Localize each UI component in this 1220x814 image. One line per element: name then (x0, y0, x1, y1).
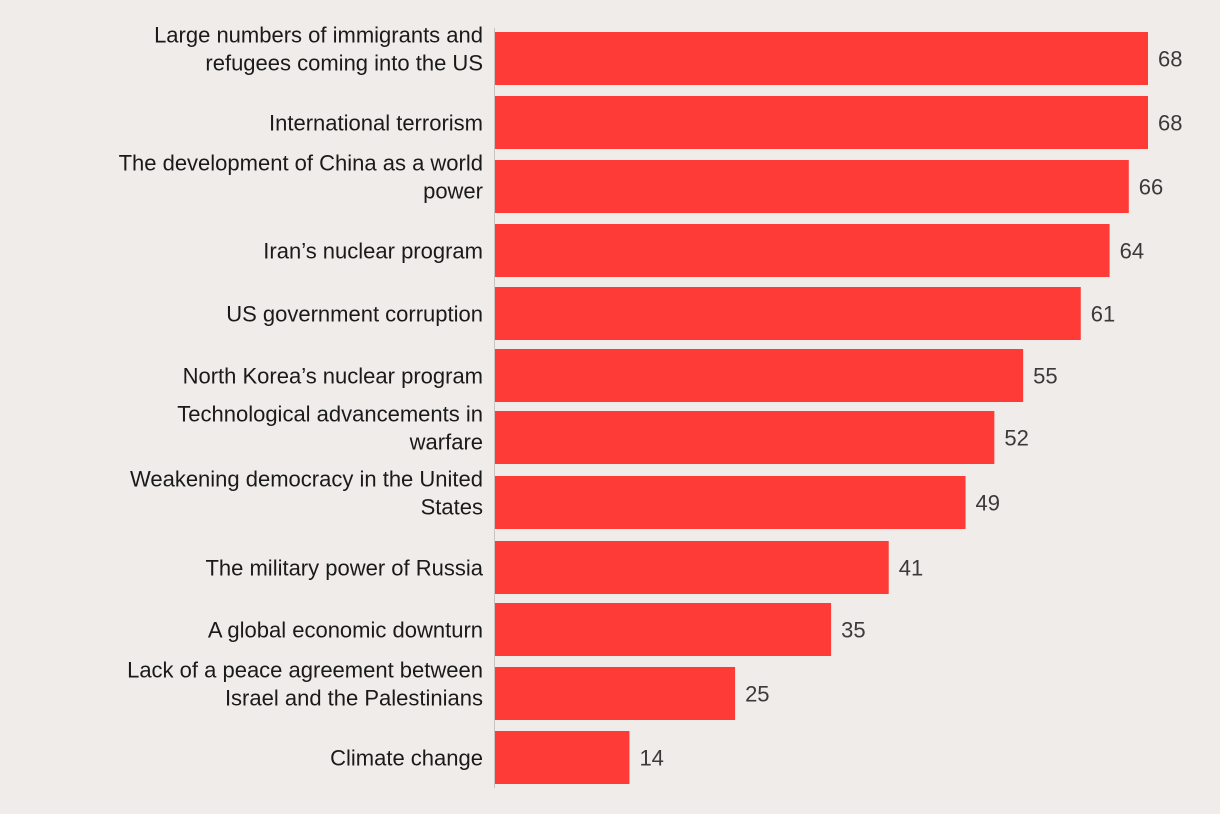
category-label: Weakening democracy in the United States (130, 467, 483, 520)
value-label: 35 (841, 618, 865, 643)
category-label-line: States (421, 495, 483, 520)
value-label: 66 (1139, 175, 1163, 200)
category-label: Lack of a peace agreement between Israel … (127, 658, 483, 711)
bar (495, 667, 736, 720)
category-label-line: refugees coming into the US (205, 51, 483, 76)
value-label: 64 (1120, 239, 1144, 264)
category-label-line: US government corruption (226, 302, 483, 327)
bar (495, 349, 1024, 402)
category-label: Technological advancements in warfare (177, 402, 483, 455)
category-label-line: North Korea’s nuclear program (183, 364, 483, 389)
bars-group: 68 Large numbers of immigrants and refugee… (119, 23, 1182, 784)
category-label: The development of China as a world power (119, 151, 483, 204)
category-label-line: Lack of a peace agreement between (127, 658, 483, 683)
category-label-line: Israel and the Palestinians (225, 686, 483, 711)
value-label: 14 (639, 746, 663, 771)
category-label: A global economic downturn (208, 618, 483, 643)
value-label: 49 (976, 491, 1000, 516)
bar (495, 411, 995, 464)
bar (495, 731, 630, 784)
value-label: 41 (899, 556, 923, 581)
category-label-line: Iran’s nuclear program (263, 239, 483, 264)
bar (495, 476, 966, 529)
value-label: 52 (1004, 426, 1028, 451)
value-label: 25 (745, 682, 769, 707)
value-label: 55 (1033, 364, 1057, 389)
bar (495, 603, 832, 656)
category-label-line: International terrorism (269, 111, 483, 136)
category-label-line: Large numbers of immigrants and (154, 23, 483, 48)
category-label-line: The military power of Russia (205, 556, 483, 581)
category-label-line: A global economic downturn (208, 618, 483, 643)
category-label: The military power of Russia (205, 556, 483, 581)
category-label: Large numbers of immigrants and refugees … (154, 23, 483, 76)
category-label: Climate change (330, 746, 483, 771)
category-label-line: Climate change (330, 746, 483, 771)
category-label: Iran’s nuclear program (263, 239, 483, 264)
category-label-line: Technological advancements in (177, 402, 483, 427)
bar (495, 160, 1129, 213)
category-label-line: warfare (409, 430, 483, 455)
bar (495, 287, 1081, 340)
bar (495, 32, 1148, 85)
category-label: North Korea’s nuclear program (183, 364, 483, 389)
value-label: 61 (1091, 302, 1115, 327)
bar (495, 224, 1110, 277)
category-label: International terrorism (269, 111, 483, 136)
category-label: US government corruption (226, 302, 483, 327)
value-label: 68 (1158, 111, 1182, 136)
category-label-line: The development of China as a world (119, 151, 483, 176)
category-label-line: power (423, 179, 483, 204)
bar (495, 96, 1148, 149)
value-label: 68 (1158, 47, 1182, 72)
category-label-line: Weakening democracy in the United (130, 467, 483, 492)
bar (495, 541, 889, 594)
